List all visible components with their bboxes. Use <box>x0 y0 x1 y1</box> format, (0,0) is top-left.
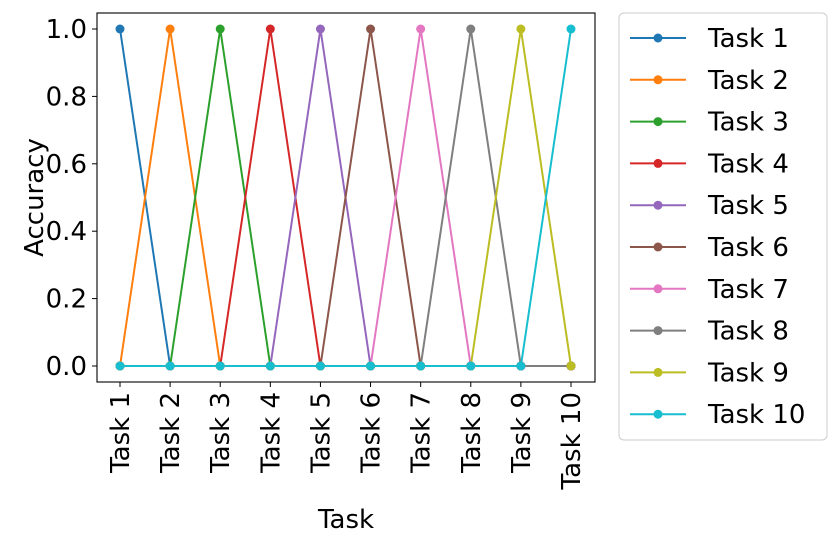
legend-label-5: Task 5 <box>707 191 789 221</box>
legend-label-9: Task 9 <box>707 358 789 388</box>
data-point-1-1 <box>115 24 125 34</box>
y-tick-label: 0.4 <box>46 217 87 247</box>
x-tick-label: Task 10 <box>557 392 587 490</box>
legend-label-3: Task 3 <box>707 108 789 138</box>
x-tick-label: Task 7 <box>407 392 437 474</box>
x-tick-label: Task 9 <box>507 392 537 474</box>
data-point-8-8 <box>466 24 476 34</box>
y-axis-label: Accuracy <box>20 138 50 257</box>
x-tick-label: Task 5 <box>306 392 336 474</box>
series-line-10 <box>120 28 572 367</box>
x-tick-label: Task 6 <box>357 392 387 474</box>
x-axis-label: Task <box>317 505 374 535</box>
legend-marker-2 <box>653 75 663 85</box>
plot-frame <box>96 12 596 383</box>
data-point-3-3 <box>215 24 225 34</box>
legend-marker-6 <box>653 242 663 252</box>
data-point-10-1 <box>115 361 125 371</box>
legend-marker-3 <box>653 117 663 127</box>
data-point-10-6 <box>366 361 376 371</box>
data-point-10-8 <box>466 361 476 371</box>
legend-label-8: Task 8 <box>707 317 789 347</box>
legend-label-7: Task 7 <box>707 275 789 305</box>
data-point-10-3 <box>215 361 225 371</box>
legend-label-2: Task 2 <box>707 66 789 96</box>
data-point-4-4 <box>265 24 275 34</box>
axes: 0.0 0.2 0.4 0.6 0.8 1.0 Task 1 Task 2 Task 3 Task… <box>20 12 596 535</box>
data-point-10-2 <box>165 361 175 371</box>
legend-marker-8 <box>653 326 663 336</box>
y-tick-label: 1.0 <box>46 15 87 45</box>
data-point-10-10 <box>566 24 576 34</box>
legend-label-1: Task 1 <box>707 24 789 54</box>
legend-marker-4 <box>653 158 663 168</box>
legend-marker-5 <box>653 200 663 210</box>
x-tick-label: Task 4 <box>256 392 286 474</box>
data-point-10-4 <box>265 361 275 371</box>
plot-area <box>115 24 576 371</box>
data-point-10-9 <box>516 361 526 371</box>
legend-marker-10 <box>653 409 663 419</box>
x-tick-label: Task 1 <box>106 392 136 474</box>
y-tick-label: 0.2 <box>46 285 87 315</box>
data-point-10-5 <box>315 361 325 371</box>
x-tick-label: Task 3 <box>206 392 236 474</box>
y-tick-label: 0.8 <box>46 82 87 112</box>
legend-label-10: Task 10 <box>707 400 805 430</box>
legend-label-4: Task 4 <box>707 149 789 179</box>
series-line-6 <box>120 28 571 367</box>
legend: Task 1 Task 2 Task 3 Task 4 Task 5 Task 6 Task… <box>618 12 828 441</box>
data-point-7-7 <box>416 24 426 34</box>
x-tick-label: Task 2 <box>156 392 186 474</box>
data-point-9-10 <box>566 361 576 371</box>
legend-marker-1 <box>653 33 663 43</box>
legend-label-6: Task 6 <box>707 233 789 263</box>
data-point-2-2 <box>165 24 175 34</box>
x-tick-label: Task 8 <box>457 392 487 474</box>
data-point-5-5 <box>315 24 325 34</box>
legend-marker-7 <box>653 284 663 294</box>
y-tick-label: 0.0 <box>46 352 87 382</box>
legend-box <box>618 12 828 441</box>
data-point-9-9 <box>516 24 526 34</box>
y-tick-label: 0.6 <box>46 150 87 180</box>
data-point-10-7 <box>416 361 426 371</box>
legend-marker-9 <box>653 367 663 377</box>
data-point-6-6 <box>366 24 376 34</box>
